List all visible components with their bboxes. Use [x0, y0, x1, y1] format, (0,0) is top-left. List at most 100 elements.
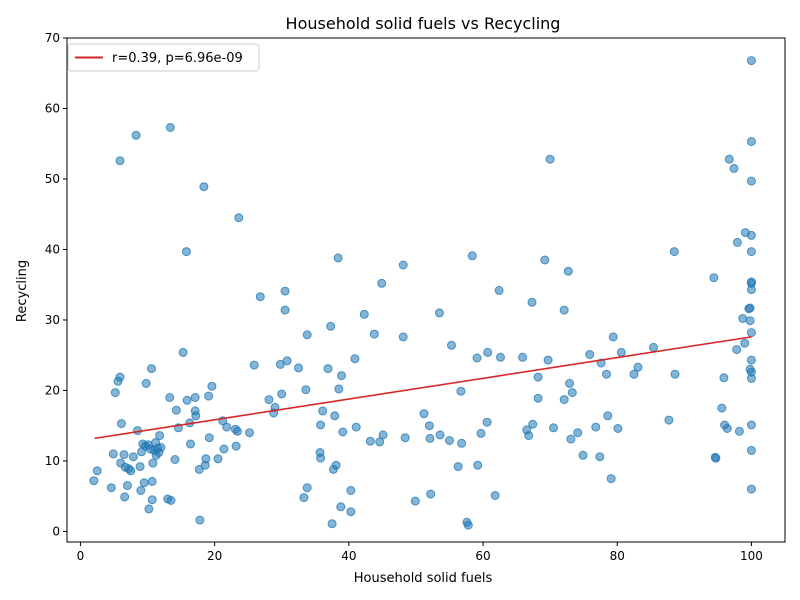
- y-tick-label: 30: [45, 313, 60, 327]
- data-point: [336, 502, 346, 512]
- data-point: [496, 352, 505, 362]
- data-point: [435, 430, 445, 440]
- data-point: [722, 424, 732, 433]
- data-point: [591, 422, 601, 432]
- data-point: [207, 381, 217, 391]
- data-point: [213, 454, 223, 464]
- data-point: [613, 424, 623, 433]
- data-point: [346, 486, 356, 495]
- data-point: [649, 342, 658, 352]
- y-axis-label: Recycling: [15, 260, 30, 322]
- data-point: [338, 427, 348, 437]
- data-point: [232, 426, 242, 436]
- data-point: [398, 332, 408, 342]
- data-point: [746, 484, 756, 494]
- data-point: [165, 123, 175, 132]
- data-point: [375, 437, 385, 447]
- data-point: [331, 460, 341, 470]
- data-point: [148, 458, 158, 468]
- data-point: [170, 455, 180, 464]
- data-point: [424, 421, 434, 431]
- data-point: [326, 321, 336, 331]
- data-point: [128, 452, 138, 462]
- data-point: [746, 247, 756, 257]
- legend: r=0.39, p=6.96e-09: [67, 43, 260, 72]
- data-point: [280, 305, 290, 315]
- data-point: [178, 347, 188, 357]
- data-point: [670, 369, 680, 379]
- data-point: [92, 466, 102, 476]
- data-point: [204, 433, 214, 443]
- data-point: [746, 328, 756, 338]
- data-point: [120, 492, 130, 502]
- y-tick-label: 40: [45, 242, 60, 256]
- data-point: [131, 130, 141, 140]
- data-point: [456, 386, 466, 396]
- data-point: [745, 316, 755, 326]
- data-point: [275, 359, 285, 369]
- data-point: [472, 353, 482, 363]
- data-point: [533, 393, 543, 403]
- data-point: [139, 478, 149, 488]
- data-point: [482, 417, 492, 427]
- data-point: [377, 278, 387, 288]
- data-point: [563, 266, 573, 276]
- data-point: [738, 314, 748, 323]
- data-point: [540, 255, 550, 265]
- fit-line: [94, 336, 752, 440]
- y-tick-label: 50: [45, 172, 60, 186]
- data-point: [282, 356, 292, 366]
- data-point: [301, 385, 311, 395]
- data-point: [467, 251, 477, 261]
- data-point: [350, 354, 360, 364]
- data-point: [559, 305, 569, 315]
- data-point: [115, 372, 125, 382]
- y-tick-label: 0: [52, 524, 60, 538]
- data-point: [533, 372, 543, 382]
- x-tick-label: 0: [77, 549, 85, 563]
- data-point: [201, 454, 211, 464]
- x-tick-label: 20: [207, 549, 222, 563]
- data-point: [222, 422, 232, 432]
- y-tick-label: 20: [45, 383, 60, 397]
- data-point: [447, 340, 456, 350]
- data-point: [746, 56, 756, 66]
- data-point: [141, 378, 151, 388]
- data-point: [255, 292, 265, 302]
- data-point: [746, 176, 756, 186]
- data-point: [136, 486, 146, 495]
- data-point: [337, 371, 346, 381]
- data-point: [277, 389, 287, 399]
- data-point: [549, 423, 558, 433]
- data-point: [89, 476, 99, 486]
- data-point: [445, 436, 454, 445]
- data-point: [711, 453, 721, 463]
- data-point: [669, 247, 679, 257]
- data-point: [746, 137, 756, 147]
- x-axis-label: Household solid fuels: [354, 571, 493, 586]
- y-tick-label: 70: [45, 31, 60, 45]
- data-point: [603, 411, 613, 421]
- data-point: [595, 452, 605, 462]
- data-point: [190, 393, 200, 402]
- x-tick-label: 40: [341, 549, 356, 563]
- data-point: [745, 303, 755, 313]
- data-point: [249, 360, 259, 370]
- data-point: [746, 445, 756, 455]
- data-point: [746, 420, 756, 430]
- data-point: [165, 393, 175, 402]
- data-point: [351, 422, 361, 432]
- data-point: [346, 507, 356, 517]
- data-point: [204, 391, 214, 401]
- data-point: [116, 419, 126, 429]
- y-tick-label: 10: [45, 454, 60, 468]
- data-point: [585, 350, 595, 359]
- data-point: [231, 441, 241, 451]
- chart-title: Household solid fuels vs Recycling: [286, 14, 561, 33]
- x-tick-label: 80: [610, 549, 625, 563]
- data-point: [463, 520, 473, 530]
- data-point: [316, 453, 326, 463]
- data-point: [573, 428, 583, 438]
- data-point: [147, 364, 156, 374]
- x-axis: 0 20 40 60 80 100: [77, 542, 763, 563]
